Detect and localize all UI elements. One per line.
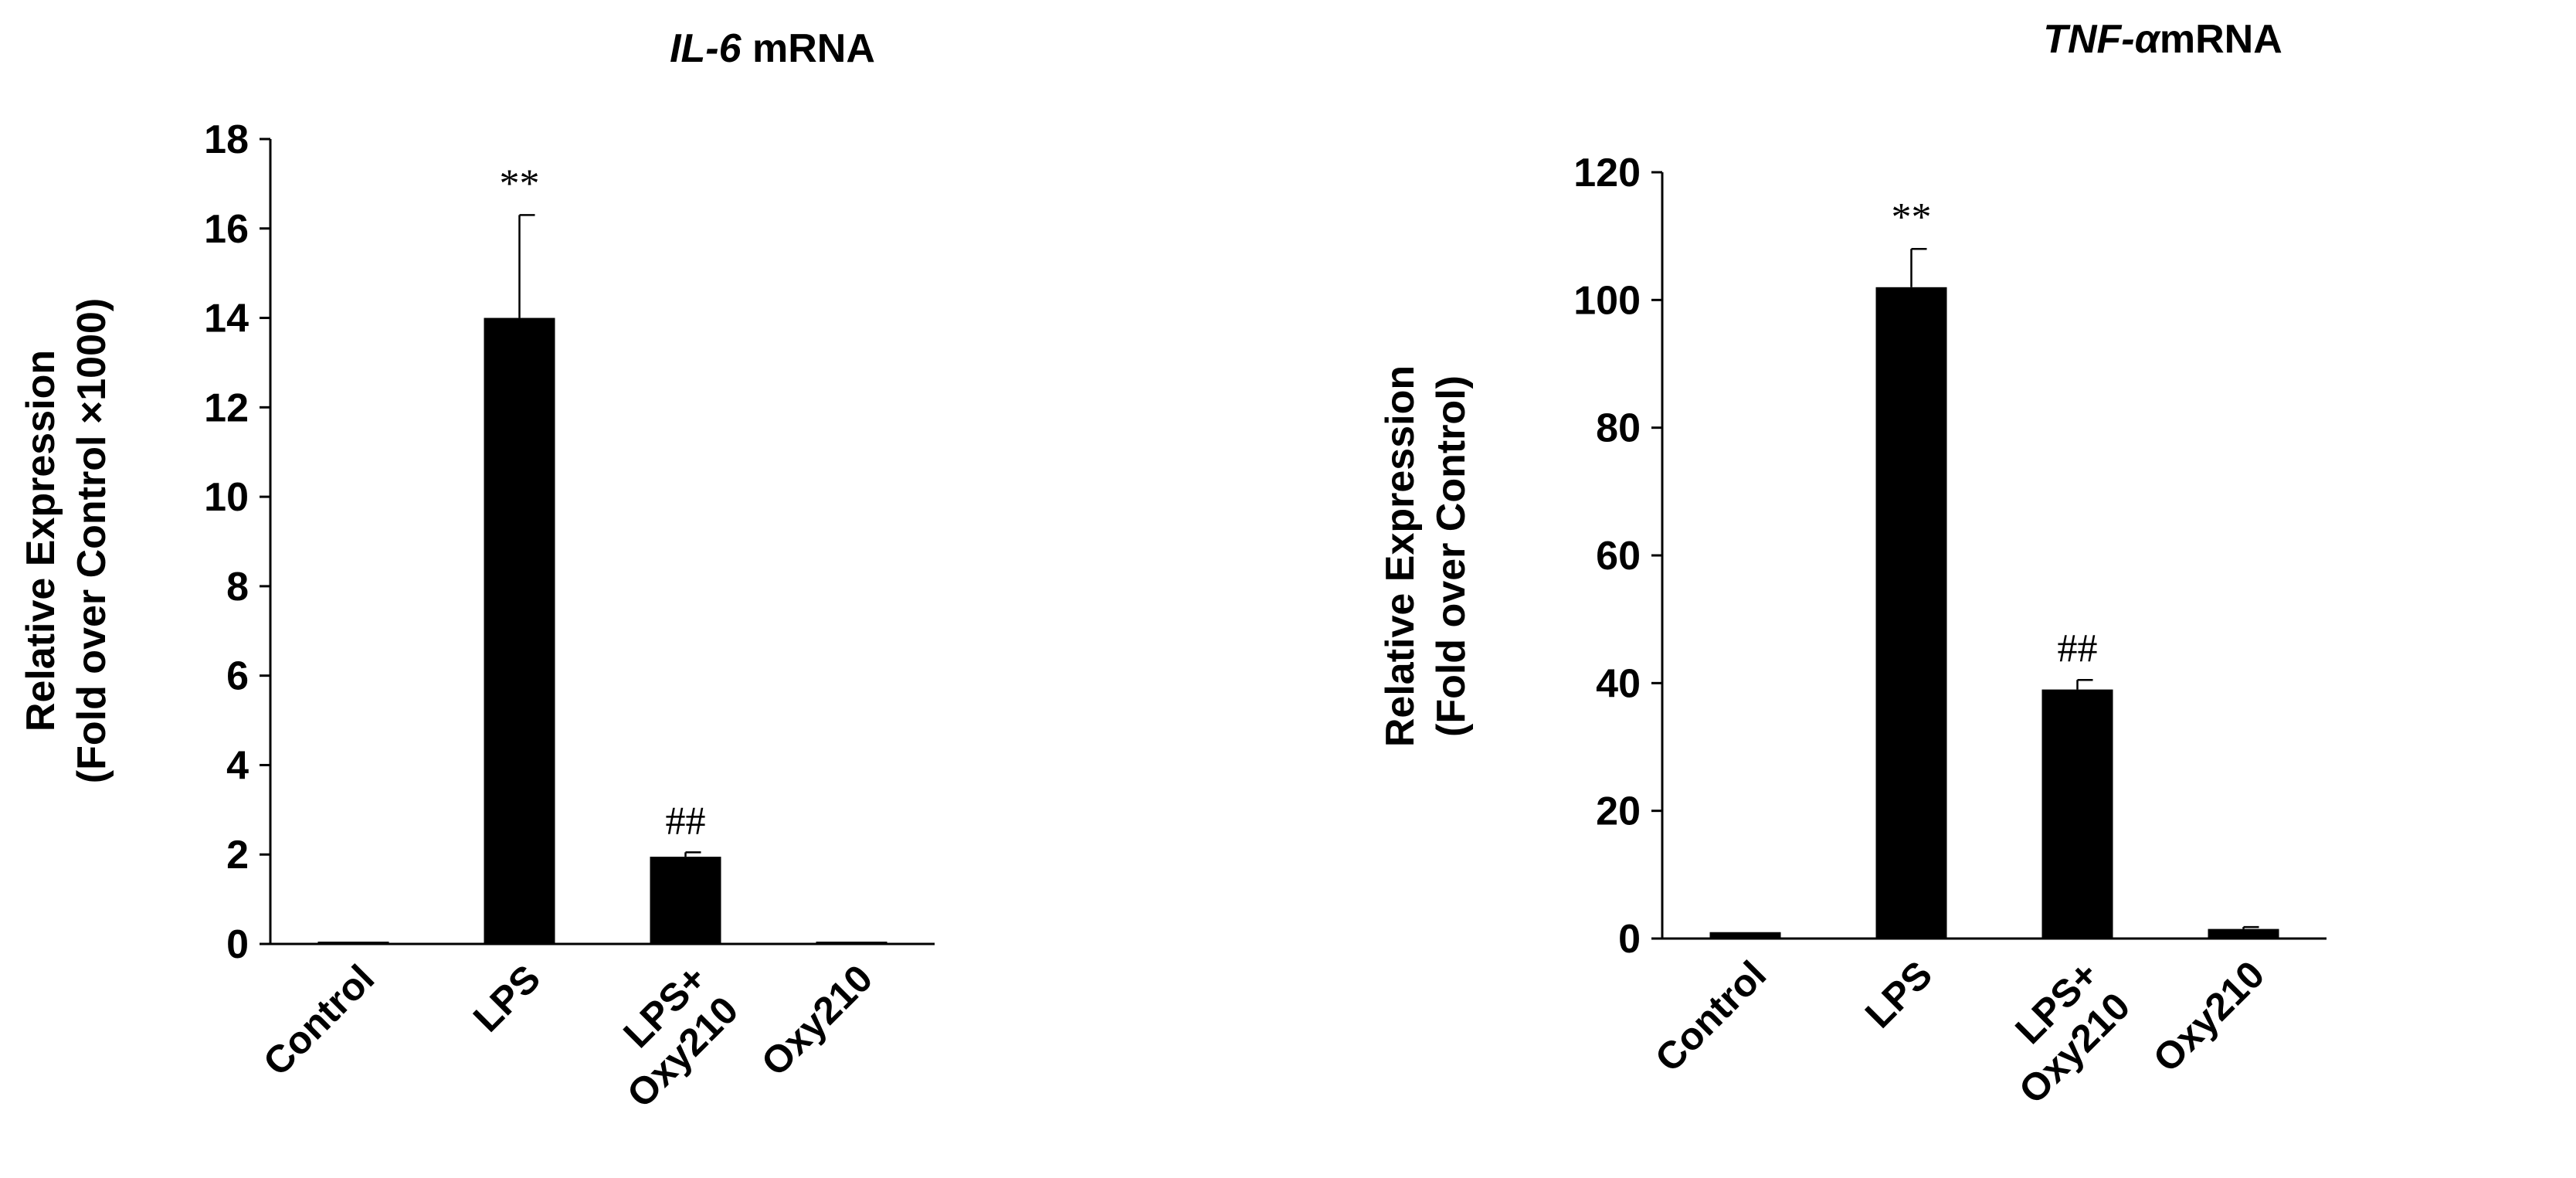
- bar: [1709, 932, 1781, 939]
- x-category-label: LPS: [465, 956, 548, 1040]
- bar: [816, 942, 888, 944]
- tnf-chart-panel: TNF-αmRNA Relative Expression (Fold over C…: [1378, 17, 2327, 1112]
- y-tick-label: 20: [1596, 789, 1641, 834]
- y-tick-label: 10: [204, 475, 249, 520]
- y-tick-label: 4: [226, 743, 249, 788]
- chart-title: TNF-αmRNA: [2043, 17, 2282, 62]
- bar: [2041, 689, 2113, 939]
- x-category-label: LPS: [1857, 952, 1940, 1036]
- chart-title-italic: IL-6: [670, 26, 742, 71]
- chart-title-rest: mRNA: [2160, 17, 2282, 62]
- y-tick-label: 0: [226, 922, 249, 967]
- y-tick-label: 18: [204, 117, 249, 162]
- chart-title-rest: mRNA: [742, 26, 875, 71]
- y-tick-label: 60: [1596, 534, 1641, 579]
- il6-chart-panel: IL-6 mRNA Relative Expression (Fold over C…: [19, 26, 935, 1116]
- x-category-label-line: LPS: [1857, 952, 1940, 1036]
- chart-title: IL-6 mRNA: [670, 26, 875, 71]
- x-category-label-line: Control: [255, 956, 382, 1084]
- x-category-label-line: Oxy210: [753, 956, 881, 1084]
- x-category-label: Oxy210: [753, 956, 881, 1084]
- bar: [317, 942, 389, 944]
- y-tick-label: 80: [1596, 406, 1641, 451]
- x-category-label-line: Control: [1647, 952, 1774, 1080]
- bar: [484, 317, 555, 944]
- significance-marker: ##: [2058, 626, 2098, 670]
- y-tick-label: 6: [226, 654, 249, 699]
- y-tick-label: 0: [1618, 917, 1641, 962]
- significance-marker: **: [500, 161, 540, 205]
- y-axis-label-line2: (Fold over Control): [1429, 375, 1474, 737]
- x-category-label: Control: [1647, 952, 1774, 1080]
- y-tick-label: 16: [204, 207, 249, 252]
- bar: [650, 857, 721, 944]
- y-axis-label-line2: (Fold over Control ×1000): [70, 298, 114, 783]
- y-tick-label: 8: [226, 565, 249, 609]
- y-axis-label-line1: Relative Expression: [19, 350, 63, 732]
- bar: [2208, 928, 2279, 939]
- x-category-label: Oxy210: [2145, 952, 2272, 1080]
- x-category-label: LPS+Oxy210: [587, 956, 746, 1115]
- y-tick-label: 100: [1573, 278, 1641, 323]
- x-category-label: LPS+Oxy210: [1979, 952, 2138, 1112]
- significance-marker: ##: [666, 799, 706, 843]
- x-category-label-line: LPS: [465, 956, 548, 1040]
- chart-title-italic: TNF-α: [2043, 17, 2161, 62]
- y-tick-label: 14: [204, 297, 249, 341]
- significance-marker: **: [1892, 195, 1932, 239]
- y-tick-label: 2: [226, 833, 249, 878]
- x-category-label: Control: [255, 956, 382, 1084]
- y-tick-label: 40: [1596, 661, 1641, 706]
- x-category-label-line: Oxy210: [2145, 952, 2272, 1080]
- y-tick-label: 120: [1573, 151, 1641, 195]
- bar: [1875, 287, 1947, 939]
- y-tick-label: 12: [204, 385, 249, 430]
- y-axis-label-line1: Relative Expression: [1378, 365, 1423, 747]
